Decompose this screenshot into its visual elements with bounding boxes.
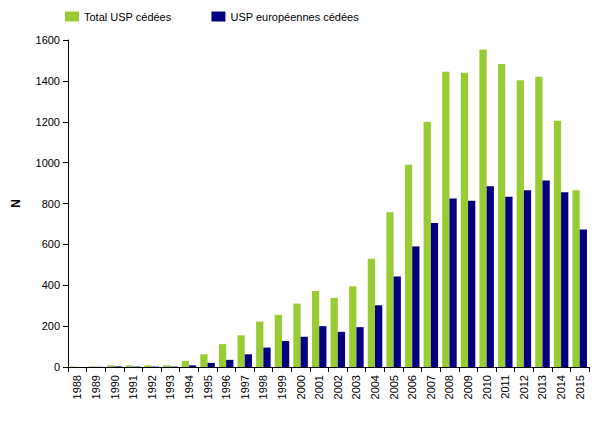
- svg-text:2000: 2000: [295, 375, 307, 399]
- svg-text:1998: 1998: [257, 375, 269, 399]
- svg-text:2015: 2015: [574, 375, 586, 399]
- svg-text:2001: 2001: [313, 375, 325, 399]
- svg-text:1993: 1993: [164, 375, 176, 399]
- svg-text:2002: 2002: [332, 375, 344, 399]
- svg-text:1992: 1992: [146, 375, 158, 399]
- svg-text:600: 600: [42, 238, 60, 250]
- svg-text:1994: 1994: [183, 375, 195, 399]
- svg-text:1989: 1989: [90, 375, 102, 399]
- svg-text:0: 0: [54, 361, 60, 373]
- svg-text:Total USP cédées: Total USP cédées: [84, 11, 172, 23]
- svg-text:200: 200: [42, 320, 60, 332]
- svg-text:1990: 1990: [109, 375, 121, 399]
- svg-text:2007: 2007: [425, 375, 437, 399]
- svg-text:2003: 2003: [350, 375, 362, 399]
- svg-text:2014: 2014: [555, 375, 567, 399]
- svg-text:1400: 1400: [36, 75, 60, 87]
- svg-text:1988: 1988: [71, 375, 83, 399]
- svg-text:1000: 1000: [36, 157, 60, 169]
- svg-text:2013: 2013: [536, 375, 548, 399]
- svg-text:2010: 2010: [481, 375, 493, 399]
- svg-text:2012: 2012: [518, 375, 530, 399]
- svg-text:USP européennes cédées: USP européennes cédées: [230, 11, 359, 23]
- svg-text:2008: 2008: [443, 375, 455, 399]
- svg-text:1995: 1995: [202, 375, 214, 399]
- svg-text:1997: 1997: [239, 375, 251, 399]
- svg-text:400: 400: [42, 279, 60, 291]
- svg-text:2011: 2011: [499, 375, 511, 399]
- svg-text:N: N: [9, 199, 23, 208]
- svg-text:2009: 2009: [462, 375, 474, 399]
- svg-text:800: 800: [42, 198, 60, 210]
- svg-text:1200: 1200: [36, 116, 60, 128]
- svg-text:1996: 1996: [220, 375, 232, 399]
- svg-text:2006: 2006: [406, 375, 418, 399]
- svg-text:1600: 1600: [36, 34, 60, 46]
- svg-text:1991: 1991: [127, 375, 139, 399]
- svg-text:1999: 1999: [276, 375, 288, 399]
- svg-text:2005: 2005: [388, 375, 400, 399]
- svg-text:2004: 2004: [369, 375, 381, 399]
